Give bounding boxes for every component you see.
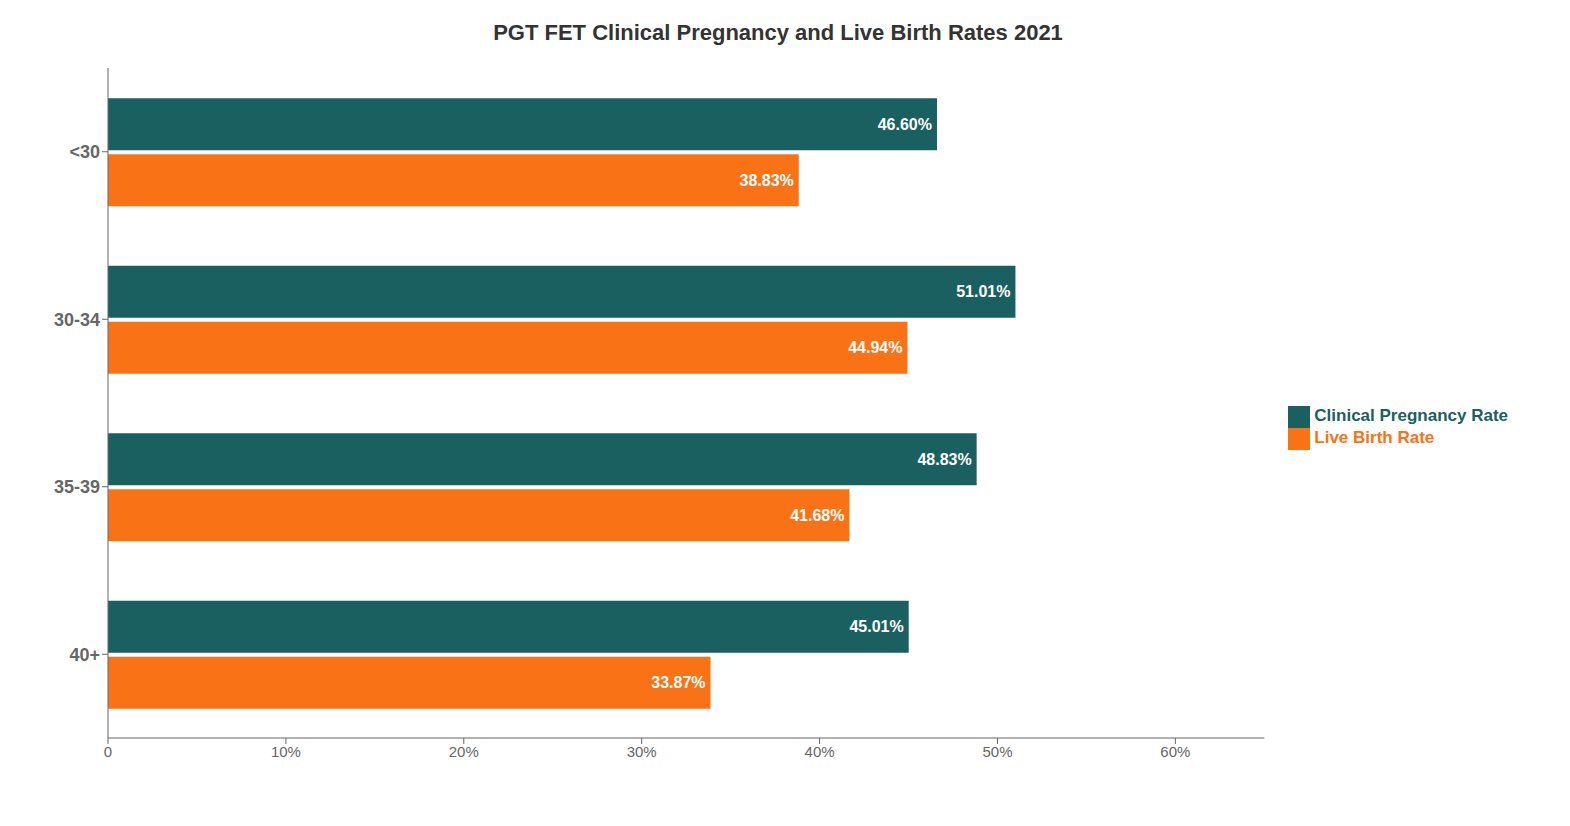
svg-text:46.60%: 46.60% <box>878 116 932 133</box>
svg-text:40+: 40+ <box>69 645 100 665</box>
svg-text:50%: 50% <box>982 743 1012 760</box>
svg-text:33.87%: 33.87% <box>651 674 705 691</box>
svg-text:35-39: 35-39 <box>54 477 100 497</box>
svg-text:45.01%: 45.01% <box>849 618 903 635</box>
svg-text:40%: 40% <box>805 743 835 760</box>
svg-text:60%: 60% <box>1160 743 1190 760</box>
html-text:Clinical Pregnancy Rate: Clinical Pregnancy Rate <box>1314 406 1508 426</box>
svg-text:44.94%: 44.94% <box>848 339 902 356</box>
svg-text:48.83%: 48.83% <box>917 451 971 468</box>
svg-text:0: 0 <box>104 743 112 760</box>
svg-text:30%: 30% <box>627 743 657 760</box>
svg-text:51.01%: 51.01% <box>956 283 1010 300</box>
svg-text:30-34: 30-34 <box>54 310 100 330</box>
html-text:Live Birth Rate: Live Birth Rate <box>1314 428 1435 448</box>
svg-text:41.68%: 41.68% <box>790 507 844 524</box>
svg-text:<30: <30 <box>69 142 100 162</box>
svg-text:10%: 10% <box>271 743 301 760</box>
html-text:PGT FET Clinical Pregnancy and: PGT FET Clinical Pregnancy and Live Birt… <box>493 20 1063 45</box>
svg-text:20%: 20% <box>449 743 479 760</box>
svg-text:38.83%: 38.83% <box>739 172 793 189</box>
